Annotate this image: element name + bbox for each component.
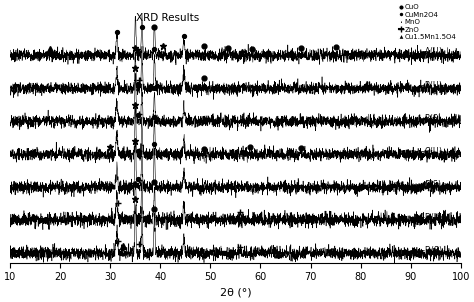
Text: $-$D(U): $-$D(U) [418,210,443,223]
Text: $-$C(U): $-$C(U) [418,145,443,156]
Text: $-$B(U): $-$B(U) [418,79,443,91]
Legend: CuO, CuMn2O4, MnO, ZnO, Cu1.5Mn1.5O4: CuO, CuMn2O4, MnO, ZnO, Cu1.5Mn1.5O4 [399,4,457,40]
Text: $-$D(S): $-$D(S) [418,244,443,255]
Text: $-$C(S): $-$C(S) [418,178,442,190]
Text: $-$B(S): $-$B(S) [418,111,442,124]
X-axis label: 2θ (°): 2θ (°) [219,288,251,298]
Text: $-$A(U): $-$A(U) [418,46,443,57]
Text: XRD Results: XRD Results [137,13,200,23]
